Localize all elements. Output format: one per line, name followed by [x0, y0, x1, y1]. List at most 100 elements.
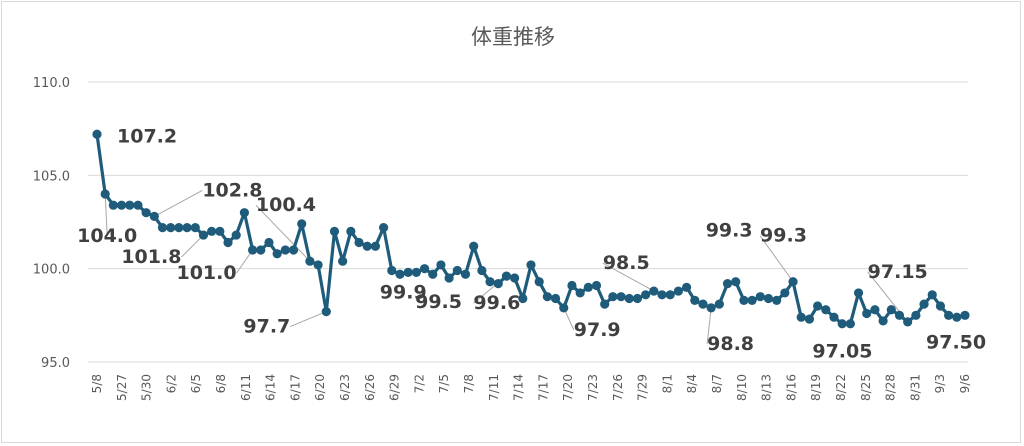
data-point: [329, 226, 340, 236]
data-point: [239, 208, 249, 218]
data-point: [460, 269, 471, 279]
data-point: [796, 312, 806, 322]
data-point: [870, 305, 880, 315]
data-point: [510, 273, 520, 283]
data-point: [141, 208, 151, 218]
data-point: [845, 319, 855, 329]
data-point: [772, 295, 782, 305]
x-tick-label: 5/27: [115, 374, 129, 401]
data-point: [501, 271, 512, 281]
data-point: [288, 245, 299, 255]
data-point: [182, 223, 192, 233]
x-tick-label: 7/20: [561, 374, 575, 401]
data-point: [714, 299, 724, 309]
data-label: 101.8: [121, 246, 181, 268]
data-point: [878, 316, 888, 326]
data-point: [837, 319, 847, 329]
y-tick-label: 100.0: [33, 263, 70, 278]
data-label: 107.2: [117, 125, 177, 147]
data-point: [829, 312, 839, 322]
x-tick-label: 8/16: [784, 374, 798, 401]
x-tick-label: 6/5: [189, 374, 203, 393]
data-point: [755, 292, 765, 302]
data-point: [591, 280, 602, 291]
data-point: [903, 317, 913, 327]
data-point: [272, 249, 282, 259]
data-point: [166, 223, 176, 233]
data-point: [207, 226, 217, 236]
data-point: [665, 290, 675, 300]
data-point: [149, 211, 159, 221]
x-tick-label: 8/4: [685, 374, 699, 393]
data-point: [215, 226, 225, 236]
leader-line: [154, 189, 203, 217]
data-point: [960, 310, 970, 320]
x-tick-label: 7/8: [462, 374, 476, 393]
data-point: [673, 286, 683, 296]
data-point: [108, 200, 118, 210]
x-tick-label: 6/8: [214, 374, 228, 393]
data-label: 102.8: [202, 179, 262, 201]
data-point: [608, 292, 618, 302]
data-point: [395, 269, 405, 279]
data-point: [681, 282, 692, 292]
data-label: 99.9: [380, 282, 427, 304]
data-point: [935, 301, 946, 311]
data-point: [911, 310, 921, 320]
data-point: [256, 245, 266, 255]
data-point: [780, 288, 790, 298]
data-point: [731, 277, 741, 287]
x-tick-label: 8/28: [884, 374, 898, 401]
data-label: 97.05: [812, 341, 872, 363]
data-labels: 107.2104.0102.8101.8101.0100.497.799.999…: [77, 125, 986, 362]
x-tick-label: 8/25: [859, 374, 873, 401]
data-point: [444, 273, 454, 283]
leader-line: [236, 249, 253, 274]
x-axis-ticks: 5/8 5/27 5/30 6/2 6/5 6/8 6/11 6/14 6/17 6/20 6/23…: [90, 374, 972, 401]
x-tick-label: 7/14: [512, 374, 526, 401]
data-point: [198, 230, 209, 240]
data-point: [559, 303, 569, 313]
data-point: [788, 277, 798, 287]
data-point: [190, 223, 200, 233]
data-point: [747, 295, 757, 305]
leader-line: [759, 235, 794, 283]
data-point: [944, 310, 954, 320]
data-label: 97.15: [868, 261, 928, 283]
data-label: 99.5: [415, 291, 462, 313]
data-points: [92, 129, 970, 329]
x-tick-label: 7/23: [586, 374, 600, 401]
data-point: [125, 200, 135, 210]
leader-line: [602, 262, 655, 292]
x-tick-label: 8/31: [908, 374, 922, 401]
data-point: [100, 189, 110, 199]
data-label: 101.0: [176, 262, 236, 284]
data-point: [722, 279, 733, 289]
x-tick-label: 7/2: [412, 374, 426, 393]
x-tick-label: 5/8: [90, 374, 104, 393]
data-label: 97.7: [243, 316, 290, 338]
data-point: [174, 223, 184, 233]
x-tick-label: 8/7: [710, 374, 724, 393]
x-tick-label: 6/20: [313, 374, 327, 401]
data-label: 99.6: [473, 292, 520, 314]
x-tick-label: 6/14: [264, 374, 278, 401]
x-tick-label: 6/26: [363, 374, 377, 401]
x-tick-label: 6/17: [288, 374, 302, 401]
data-point: [338, 256, 348, 266]
data-point: [264, 237, 274, 248]
x-tick-label: 6/23: [338, 374, 352, 401]
x-tick-label: 7/5: [437, 374, 451, 393]
chart-title: 体重推移: [471, 25, 555, 49]
data-label: 99.3: [706, 220, 753, 242]
data-point: [583, 282, 593, 292]
data-point: [862, 308, 872, 319]
data-label: 99.3: [760, 225, 807, 247]
data-point: [698, 299, 708, 309]
data-point: [813, 301, 823, 311]
x-tick-label: 5/30: [140, 374, 154, 401]
x-tick-label: 7/26: [611, 374, 625, 401]
x-tick-label: 7/11: [487, 374, 501, 401]
x-tick-label: 9/3: [933, 374, 947, 393]
